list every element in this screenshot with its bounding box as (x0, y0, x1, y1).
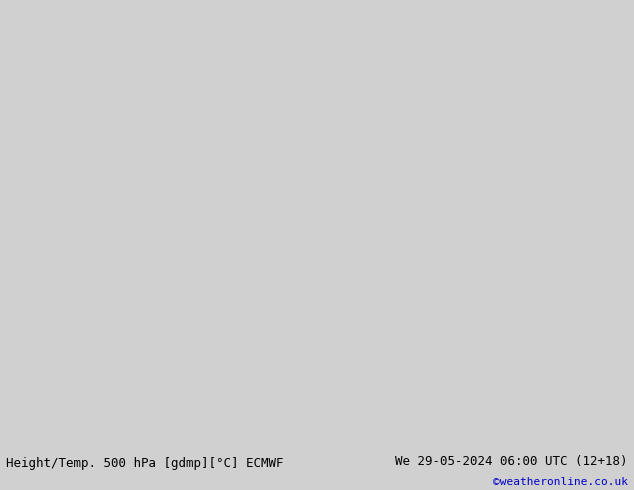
Text: ©weatheronline.co.uk: ©weatheronline.co.uk (493, 477, 628, 487)
Text: Height/Temp. 500 hPa [gdmp][°C] ECMWF: Height/Temp. 500 hPa [gdmp][°C] ECMWF (6, 457, 284, 470)
Text: We 29-05-2024 06:00 UTC (12+18): We 29-05-2024 06:00 UTC (12+18) (395, 455, 628, 468)
